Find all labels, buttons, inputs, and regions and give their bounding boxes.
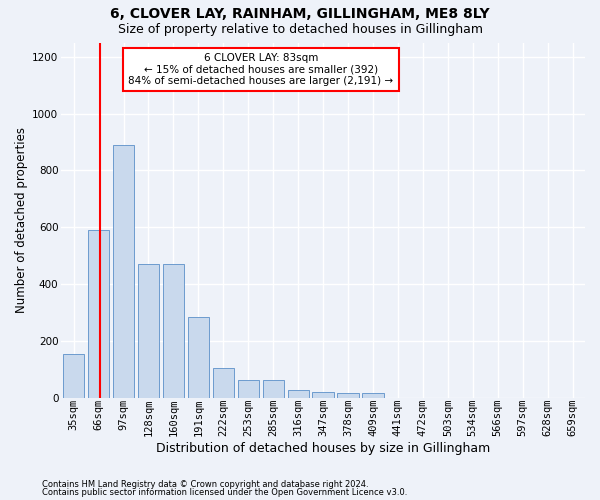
Bar — [138, 264, 159, 398]
Text: Size of property relative to detached houses in Gillingham: Size of property relative to detached ho… — [118, 22, 482, 36]
Bar — [263, 380, 284, 398]
Bar — [63, 354, 84, 398]
Bar — [362, 394, 383, 398]
Bar — [163, 264, 184, 398]
Text: 6 CLOVER LAY: 83sqm
← 15% of detached houses are smaller (392)
84% of semi-detac: 6 CLOVER LAY: 83sqm ← 15% of detached ho… — [128, 53, 394, 86]
Bar — [313, 392, 334, 398]
Bar — [88, 230, 109, 398]
Text: Contains HM Land Registry data © Crown copyright and database right 2024.: Contains HM Land Registry data © Crown c… — [42, 480, 368, 489]
Bar — [188, 316, 209, 398]
Bar — [287, 390, 309, 398]
Bar — [337, 394, 359, 398]
Bar — [238, 380, 259, 398]
Y-axis label: Number of detached properties: Number of detached properties — [15, 127, 28, 313]
Text: 6, CLOVER LAY, RAINHAM, GILLINGHAM, ME8 8LY: 6, CLOVER LAY, RAINHAM, GILLINGHAM, ME8 … — [110, 8, 490, 22]
Bar — [113, 145, 134, 398]
X-axis label: Distribution of detached houses by size in Gillingham: Distribution of detached houses by size … — [156, 442, 490, 455]
Text: Contains public sector information licensed under the Open Government Licence v3: Contains public sector information licen… — [42, 488, 407, 497]
Bar — [213, 368, 234, 398]
